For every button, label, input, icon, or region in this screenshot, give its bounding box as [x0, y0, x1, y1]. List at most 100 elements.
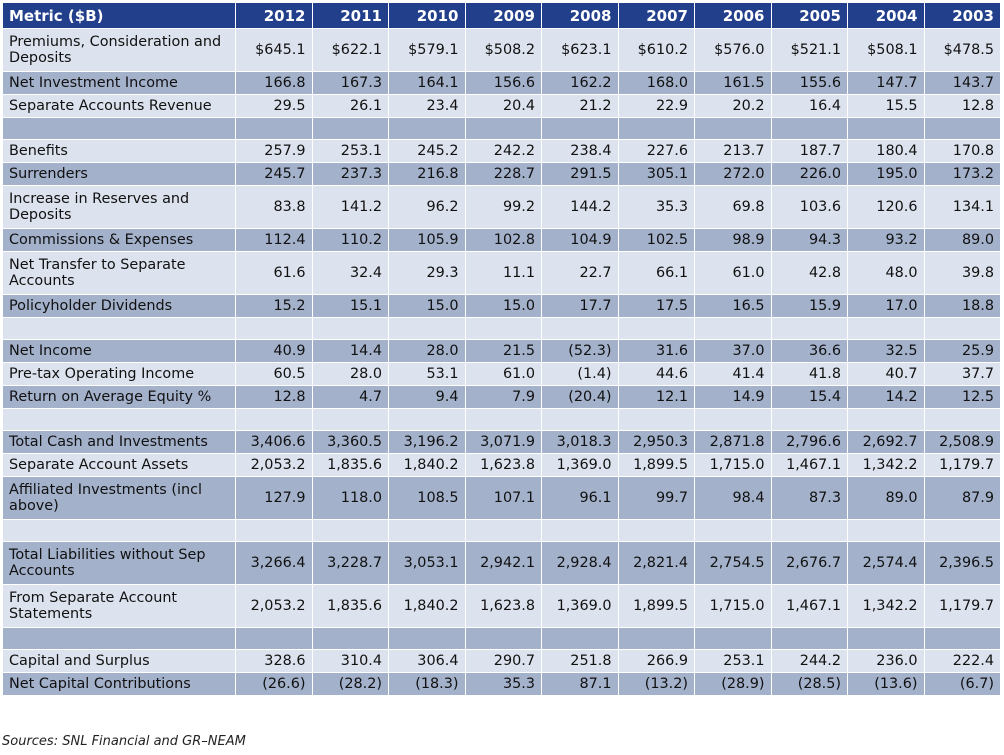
value-cell [770, 117, 848, 140]
value-cell: 105.9 [388, 228, 466, 252]
value-cell: 87.1 [541, 672, 619, 696]
row-label: Commissions & Expenses [2, 228, 236, 252]
value-cell: 1,840.2 [388, 453, 466, 477]
value-cell: 257.9 [235, 139, 313, 163]
value-cell: 2,942.1 [464, 541, 542, 585]
value-cell: 2,928.4 [541, 541, 619, 585]
value-cell: 3,053.1 [388, 541, 466, 585]
value-cell: 4.7 [311, 385, 389, 409]
value-cell [541, 117, 619, 140]
table-row: Return on Average Equity % 12.8 4.7 9.4 7.9(… [2, 385, 1001, 409]
value-cell: 245.2 [388, 139, 466, 163]
row-label: Net Transfer to Separate Accounts [2, 251, 236, 295]
value-cell [388, 408, 466, 431]
year-column-header: 2006 [694, 2, 772, 29]
value-cell: 83.8 [235, 185, 313, 229]
value-cell [923, 408, 1001, 431]
value-cell [694, 317, 772, 340]
value-cell: 41.4 [694, 362, 772, 386]
row-label: Total Liabilities without Sep Accounts [2, 541, 236, 585]
table-header-row: Metric ($B) 2012 2011 2010 2009 2008 200… [2, 2, 1001, 29]
value-cell: 222.4 [923, 649, 1001, 673]
value-cell: 2,053.2 [235, 584, 313, 628]
value-cell [617, 117, 695, 140]
value-cell: 89.0 [847, 476, 925, 520]
value-cell: 3,196.2 [388, 430, 466, 454]
value-cell: 266.9 [617, 649, 695, 673]
row-label: Pre-tax Operating Income [2, 362, 236, 386]
year-column-header: 2008 [541, 2, 619, 29]
value-cell: 21.2 [541, 94, 619, 118]
value-cell: 108.5 [388, 476, 466, 520]
value-cell: 134.1 [923, 185, 1001, 229]
value-cell: 40.9 [235, 339, 313, 363]
value-cell: 127.9 [235, 476, 313, 520]
value-cell: 98.4 [694, 476, 772, 520]
value-cell: 3,360.5 [311, 430, 389, 454]
year-column-header: 2009 [464, 2, 542, 29]
value-cell: 2,796.6 [770, 430, 848, 454]
value-cell: 1,467.1 [770, 584, 848, 628]
value-cell [541, 408, 619, 431]
table-row: From Separate Account Statements 2,053.2 1… [2, 584, 1001, 628]
value-cell: 15.2 [235, 294, 313, 318]
value-cell: 87.9 [923, 476, 1001, 520]
row-label: Separate Accounts Revenue [2, 94, 236, 118]
row-label [2, 408, 236, 431]
value-cell: $521.1 [770, 28, 848, 72]
year-column-header: 2003 [923, 2, 1001, 29]
value-cell: 161.5 [694, 71, 772, 95]
value-cell: 253.1 [311, 139, 389, 163]
table-row: Pre-tax Operating Income 60.5 28.0 53.1 61.0… [2, 362, 1001, 386]
value-cell: (52.3) [541, 339, 619, 363]
value-cell: $478.5 [923, 28, 1001, 72]
value-cell: 3,406.6 [235, 430, 313, 454]
value-cell [388, 317, 466, 340]
value-cell: 173.2 [923, 162, 1001, 186]
value-cell: 14.4 [311, 339, 389, 363]
value-cell: 242.2 [464, 139, 542, 163]
year-column-header: 2010 [388, 2, 466, 29]
table-row: Increase in Reserves and Deposits 83.8 141… [2, 185, 1001, 229]
value-cell: $508.2 [464, 28, 542, 72]
value-cell: 291.5 [541, 162, 619, 186]
row-label: From Separate Account Statements [2, 584, 236, 628]
value-cell: 12.8 [235, 385, 313, 409]
table-row: Premiums, Consideration and Deposits $645… [2, 28, 1001, 72]
value-cell: 99.2 [464, 185, 542, 229]
value-cell: 1,715.0 [694, 453, 772, 477]
row-label: Total Cash and Investments [2, 430, 236, 454]
value-cell [617, 519, 695, 542]
value-cell: 40.7 [847, 362, 925, 386]
value-cell: $576.0 [694, 28, 772, 72]
table-row: Capital and Surplus 328.6 310.4 306.4 290.7 2… [2, 649, 1001, 673]
value-cell: 32.4 [311, 251, 389, 295]
value-cell: 25.9 [923, 339, 1001, 363]
value-cell: 3,071.9 [464, 430, 542, 454]
value-cell: (28.5) [770, 672, 848, 696]
value-cell: $645.1 [235, 28, 313, 72]
value-cell [770, 317, 848, 340]
value-cell [617, 627, 695, 650]
table-row: Net Transfer to Separate Accounts 61.6 32.… [2, 251, 1001, 295]
value-cell [847, 519, 925, 542]
value-cell: 96.1 [541, 476, 619, 520]
value-cell: 216.8 [388, 162, 466, 186]
value-cell: 272.0 [694, 162, 772, 186]
value-cell: 1,179.7 [923, 453, 1001, 477]
value-cell [770, 519, 848, 542]
value-cell: 69.8 [694, 185, 772, 229]
value-cell [235, 317, 313, 340]
value-cell: 94.3 [770, 228, 848, 252]
value-cell: (26.6) [235, 672, 313, 696]
value-cell: 328.6 [235, 649, 313, 673]
value-cell: 187.7 [770, 139, 848, 163]
table-row: Surrenders 245.7 237.3 216.8 228.7 291.5 305.1… [2, 162, 1001, 186]
value-cell: 2,508.9 [923, 430, 1001, 454]
value-cell: 22.9 [617, 94, 695, 118]
value-cell: 2,053.2 [235, 453, 313, 477]
value-cell [923, 317, 1001, 340]
value-cell: 15.5 [847, 94, 925, 118]
value-cell: 17.0 [847, 294, 925, 318]
value-cell [464, 519, 542, 542]
